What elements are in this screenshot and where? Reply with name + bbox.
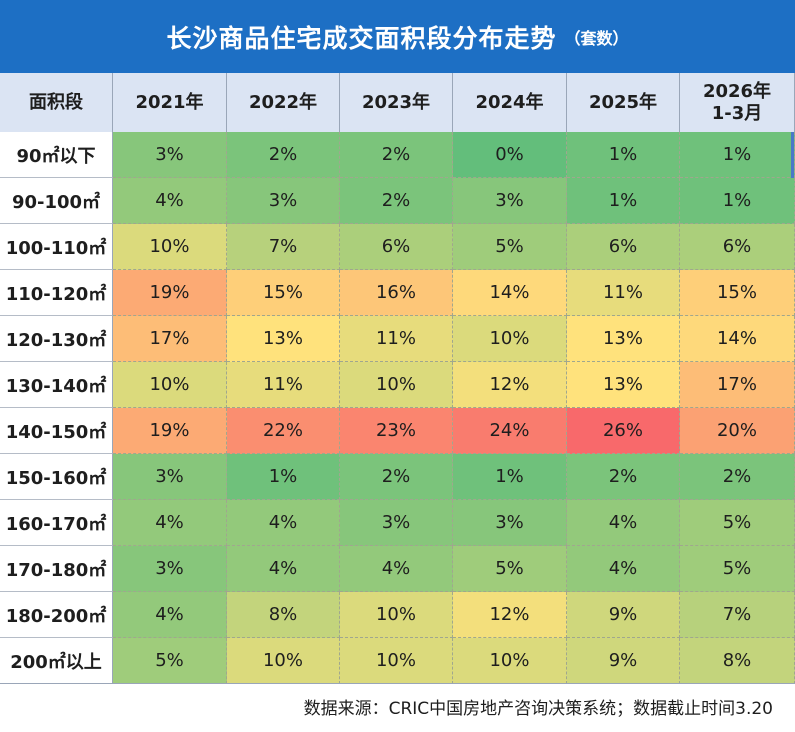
column-header: 2023年	[340, 73, 453, 132]
heatmap-cell: 1%	[227, 454, 340, 500]
heatmap-cell: 16%	[340, 270, 453, 316]
row-label: 180-200㎡	[0, 592, 113, 638]
heatmap-cell: 1%	[567, 178, 680, 224]
heatmap-cell: 2%	[227, 132, 340, 178]
selection-edge	[791, 132, 794, 178]
heatmap-cell: 19%	[113, 408, 227, 454]
heatmap-cell: 2%	[680, 454, 795, 500]
row-label: 130-140㎡	[0, 362, 113, 408]
heatmap-cell: 10%	[453, 316, 567, 362]
heatmap-cell: 10%	[113, 362, 227, 408]
heatmap-cell: 12%	[453, 592, 567, 638]
column-header: 2025年	[567, 73, 680, 132]
source-note: 数据来源：CRIC中国房地产咨询决策系统；数据截止时间3.20	[303, 699, 773, 719]
heatmap-cell: 2%	[567, 454, 680, 500]
heatmap-cell: 4%	[113, 592, 227, 638]
heatmap-cell: 10%	[340, 638, 453, 684]
heatmap-cell: 4%	[227, 500, 340, 546]
heatmap-cell: 3%	[113, 132, 227, 178]
row-label: 90㎡以下	[0, 132, 113, 178]
row-label: 140-150㎡	[0, 408, 113, 454]
heatmap-cell: 5%	[113, 638, 227, 684]
heatmap-cell: 1%	[680, 132, 795, 178]
heatmap-cell: 4%	[227, 546, 340, 592]
row-header-label: 面积段	[0, 73, 113, 132]
heatmap-cell: 3%	[340, 500, 453, 546]
heatmap-cell: 22%	[227, 408, 340, 454]
row-label: 200㎡以上	[0, 638, 113, 684]
heatmap-cell: 9%	[567, 638, 680, 684]
heatmap-cell: 23%	[340, 408, 453, 454]
heatmap-cell: 11%	[567, 270, 680, 316]
heatmap-cell: 8%	[680, 638, 795, 684]
heatmap-cell: 3%	[453, 500, 567, 546]
heatmap-cell: 17%	[113, 316, 227, 362]
heatmap-cell: 10%	[113, 224, 227, 270]
heatmap-cell: 26%	[567, 408, 680, 454]
heatmap-cell: 3%	[227, 178, 340, 224]
heatmap-cell: 5%	[680, 546, 795, 592]
heatmap-cell: 19%	[113, 270, 227, 316]
heatmap-cell: 4%	[340, 546, 453, 592]
heatmap-cell: 13%	[567, 316, 680, 362]
heatmap-cell: 6%	[567, 224, 680, 270]
row-label: 110-120㎡	[0, 270, 113, 316]
row-label: 150-160㎡	[0, 454, 113, 500]
row-label: 120-130㎡	[0, 316, 113, 362]
chart-title-unit: （套数）	[564, 28, 629, 48]
heatmap-cell: 7%	[680, 592, 795, 638]
heatmap-cell: 4%	[567, 500, 680, 546]
heatmap-cell: 5%	[453, 546, 567, 592]
heatmap-cell: 9%	[567, 592, 680, 638]
heatmap-cell: 10%	[227, 638, 340, 684]
heatmap-cell: 4%	[113, 178, 227, 224]
heatmap-cell: 11%	[340, 316, 453, 362]
heatmap-cell: 7%	[227, 224, 340, 270]
heatmap-cell: 10%	[340, 362, 453, 408]
chart-title: 长沙商品住宅成交面积段分布走势	[166, 23, 557, 53]
heatmap-cell: 13%	[567, 362, 680, 408]
heatmap-cell: 20%	[680, 408, 795, 454]
heatmap-cell: 12%	[453, 362, 567, 408]
row-label: 170-180㎡	[0, 546, 113, 592]
heatmap-cell: 3%	[453, 178, 567, 224]
title-bar: 长沙商品住宅成交面积段分布走势 （套数）	[0, 0, 795, 73]
heatmap-cell: 1%	[680, 178, 795, 224]
heatmap-cell: 5%	[453, 224, 567, 270]
heatmap-cell: 15%	[680, 270, 795, 316]
heatmap-cell: 3%	[113, 454, 227, 500]
heatmap-cell: 13%	[227, 316, 340, 362]
heatmap-cell: 8%	[227, 592, 340, 638]
heatmap-cell: 4%	[567, 546, 680, 592]
row-label: 160-170㎡	[0, 500, 113, 546]
heatmap-cell: 10%	[340, 592, 453, 638]
heatmap-cell: 14%	[453, 270, 567, 316]
heatmap-cell: 2%	[340, 454, 453, 500]
column-header: 2024年	[453, 73, 567, 132]
heatmap-cell: 6%	[340, 224, 453, 270]
heatmap-cell: 5%	[680, 500, 795, 546]
heatmap-cell: 4%	[113, 500, 227, 546]
heatmap-cell: 2%	[340, 178, 453, 224]
row-label: 90-100㎡	[0, 178, 113, 224]
row-label: 100-110㎡	[0, 224, 113, 270]
heatmap-cell: 14%	[680, 316, 795, 362]
heatmap-cell: 2%	[340, 132, 453, 178]
heatmap-cell: 1%	[453, 454, 567, 500]
heatmap-cell: 11%	[227, 362, 340, 408]
heatmap-cell: 3%	[113, 546, 227, 592]
heatmap-cell: 24%	[453, 408, 567, 454]
heatmap-cell: 1%	[567, 132, 680, 178]
heatmap-cell: 10%	[453, 638, 567, 684]
column-header-row: 面积段 2021年 2022年 2023年 2024年 2025年 2026年 1-3月	[0, 73, 795, 133]
column-header: 2022年	[227, 73, 340, 132]
heatmap-cell: 0%	[453, 132, 567, 178]
heatmap-cell: 15%	[227, 270, 340, 316]
column-header: 2026年 1-3月	[680, 73, 795, 132]
heatmap-cell: 17%	[680, 362, 795, 408]
heatmap-cell: 6%	[680, 224, 795, 270]
column-header: 2021年	[113, 73, 227, 132]
